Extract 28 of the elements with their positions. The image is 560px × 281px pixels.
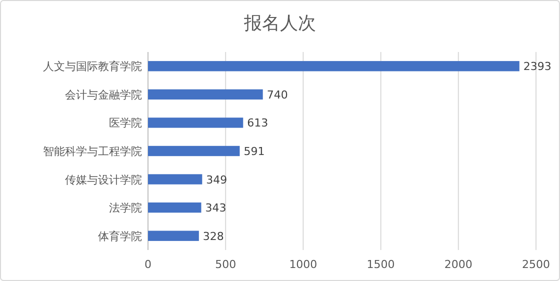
bar	[148, 230, 199, 241]
bar	[148, 174, 202, 184]
data-label: 349	[206, 173, 228, 186]
x-tick-label: 1500	[366, 258, 395, 271]
x-tick-label: 2000	[444, 258, 472, 271]
bar	[148, 118, 244, 128]
data-label: 2393	[523, 60, 552, 74]
y-tick-label: 传媒与设计学院	[65, 173, 142, 186]
x-tick-label: 1000	[289, 258, 318, 271]
chart-title: 报名人次	[243, 13, 316, 34]
bar	[148, 61, 520, 72]
data-label: 591	[244, 145, 265, 158]
x-tick-label: 0	[144, 258, 152, 271]
bar	[148, 202, 202, 213]
y-tick-label: 智能科学与工程学院	[43, 145, 142, 158]
x-tick-label: 500	[215, 258, 236, 271]
y-tick-label: 会计与金融学院	[65, 88, 142, 102]
data-label: 613	[247, 116, 268, 130]
bar	[148, 89, 263, 100]
y-tick-label: 体育学院	[98, 230, 142, 243]
data-label: 343	[205, 202, 226, 215]
y-tick-label: 人文与国际教育学院	[43, 60, 142, 74]
y-tick-label: 医学院	[109, 116, 142, 130]
x-tick-label: 2500	[522, 258, 550, 271]
data-label: 328	[202, 230, 224, 243]
data-label: 740	[266, 88, 288, 102]
y-tick-label: 法学院	[109, 202, 142, 215]
bar	[148, 146, 240, 156]
